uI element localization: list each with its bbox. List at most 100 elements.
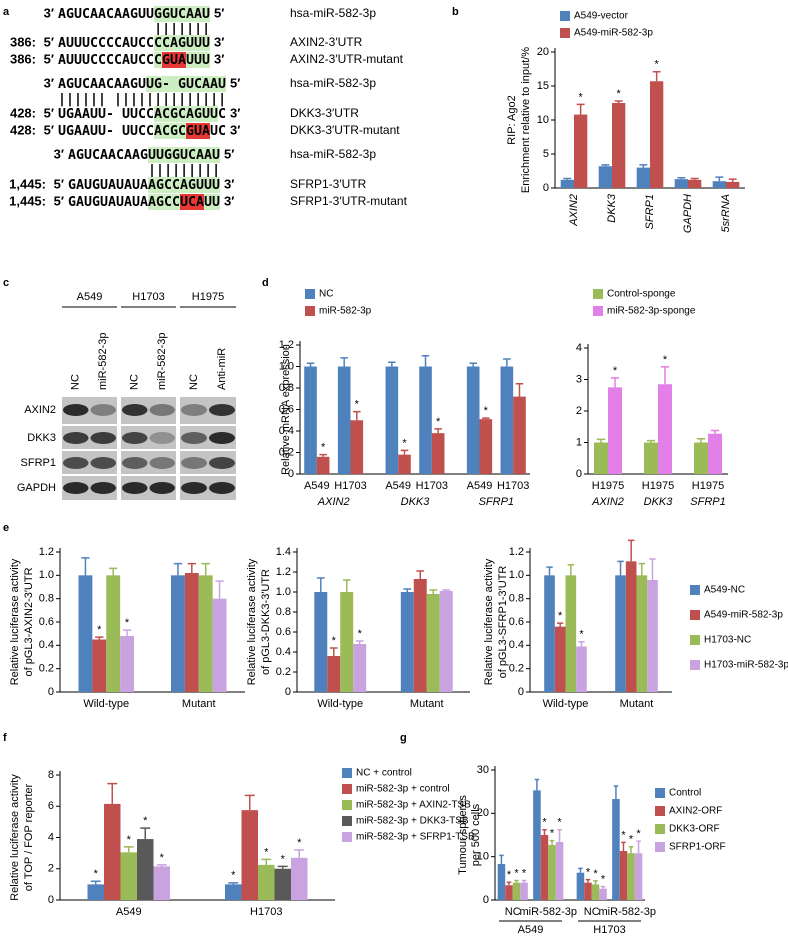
error-bar <box>201 562 210 576</box>
y-tick-label: 0 <box>543 182 549 194</box>
y-tick-label: 15 <box>537 80 549 92</box>
bar <box>104 803 121 900</box>
band <box>122 482 148 494</box>
error-bar <box>646 439 656 443</box>
band <box>181 432 207 444</box>
y-tick-label: 0 <box>48 894 54 906</box>
error-bar <box>506 881 512 886</box>
legend-swatch <box>690 635 700 645</box>
legend-swatch <box>655 842 665 852</box>
y-tick-label: 1.4 <box>276 546 291 558</box>
sequence: GUA <box>186 124 210 139</box>
error-bar <box>728 178 737 182</box>
significance: * <box>579 629 584 641</box>
x-tick-label: NC <box>505 906 521 918</box>
error-bar <box>107 782 118 804</box>
y-tick-label: 0.4 <box>276 646 291 658</box>
error-bar <box>469 362 477 367</box>
y-tick-label: 1.2 <box>279 339 294 351</box>
legend-swatch <box>342 832 352 842</box>
error-bar <box>601 164 610 167</box>
cell-line: A549 <box>77 291 103 303</box>
error-bar <box>429 589 438 594</box>
y-axis-label: Relative luciferase activity <box>9 558 21 685</box>
error-bar <box>340 357 348 367</box>
protein-label: SFRP1 <box>21 457 56 469</box>
y-tick-label: 0.4 <box>509 639 524 651</box>
bar <box>92 639 107 692</box>
lane-label: NC <box>188 374 200 390</box>
position: 1,445: <box>9 193 46 208</box>
legend-label: miR-582-3p-sponge <box>607 306 696 317</box>
error-bar <box>329 647 338 656</box>
error-bar <box>549 839 555 845</box>
highlight <box>148 194 180 210</box>
sequence-label: SFRP1-3′UTR-mutant <box>290 194 408 208</box>
bar <box>612 103 626 188</box>
legend-label: DKK3-ORF <box>669 824 720 835</box>
base-pairs: |||||| |||||||||||||| <box>58 92 226 107</box>
legend-swatch <box>560 28 570 38</box>
bar <box>548 844 556 900</box>
group-label: A549 <box>518 924 544 936</box>
bar <box>712 181 726 188</box>
error-bar <box>416 570 425 579</box>
y-tick-label: 0.6 <box>509 616 524 628</box>
error-bar <box>503 358 511 367</box>
y-tick-label: 0 <box>48 686 54 698</box>
bar <box>647 580 658 692</box>
bar <box>497 864 506 900</box>
y-tick-label: 1.0 <box>39 569 54 581</box>
legend-label: miR-582-3p <box>319 306 372 317</box>
bar <box>466 366 480 474</box>
strand-end: 3′ <box>224 193 234 208</box>
error-bar <box>652 70 661 82</box>
legend-label: A549-miR-582-3p <box>574 28 653 39</box>
bar <box>554 626 566 692</box>
sequence-label: hsa-miR-582-3p <box>290 6 376 20</box>
highlight <box>186 52 210 68</box>
error-bar <box>715 176 724 182</box>
significance: * <box>97 624 102 636</box>
y-tick-label: 1.0 <box>279 360 294 372</box>
legend-swatch <box>655 824 665 834</box>
lane-label: miR-582-3p <box>97 333 109 390</box>
panel-label: f <box>3 732 7 744</box>
legend-swatch <box>305 289 315 299</box>
sequence: UC <box>210 124 226 139</box>
bar <box>544 575 555 692</box>
bar <box>627 853 635 900</box>
error-bar <box>546 566 553 576</box>
x-tick-label: Mutant <box>620 698 654 710</box>
sequence: GAUGUAUAUA <box>68 178 148 193</box>
bar <box>565 575 577 692</box>
bar <box>650 81 664 188</box>
legend-swatch <box>342 784 352 794</box>
significance: * <box>297 837 302 849</box>
strand-end: 5′ <box>44 51 54 66</box>
sequence-label: AXIN2-3′UTR-mutant <box>290 52 404 66</box>
significance: * <box>160 852 165 864</box>
y-tick-label: 0 <box>483 894 489 906</box>
x-tick-label: miR-582-3p <box>520 906 577 918</box>
error-bar <box>442 589 451 591</box>
x-tick-label: H1703 <box>250 906 282 918</box>
significance: * <box>514 867 519 879</box>
error-bar <box>542 829 547 835</box>
bar <box>584 882 592 900</box>
strand-end: 5′ <box>224 146 234 161</box>
bar <box>327 656 341 692</box>
x-tick-label: 5srRNA <box>720 194 732 233</box>
band <box>90 404 116 416</box>
band <box>63 457 89 469</box>
band <box>122 432 148 444</box>
error-bar <box>499 854 504 865</box>
sequence: ACGC <box>154 124 186 139</box>
x-tick-label: AXIN2 <box>568 194 580 227</box>
strand-end: 3′ <box>214 34 224 49</box>
legend-swatch <box>560 11 570 21</box>
y-tick-label: 20 <box>537 46 549 58</box>
bar <box>353 644 367 692</box>
strand-end: 5′ <box>230 75 240 90</box>
